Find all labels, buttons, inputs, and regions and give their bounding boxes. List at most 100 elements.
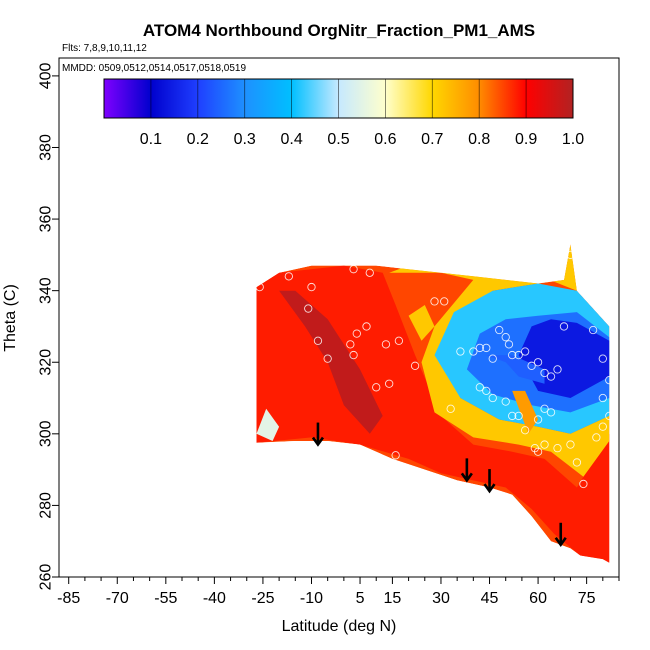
colorbar-tick-label: 1.0 <box>562 131 584 148</box>
data-point <box>488 393 497 403</box>
data-point <box>508 350 517 360</box>
x-tick-label: 5 <box>356 590 365 607</box>
data-point <box>533 358 543 367</box>
y-axis-label: Theta (C) <box>2 284 19 352</box>
x-tick-label: 45 <box>481 590 499 607</box>
data-point <box>605 375 614 385</box>
arrows <box>311 422 567 548</box>
x-tick-label: -40 <box>203 590 226 607</box>
chart-title: ATOM4 Northbound OrgNitr_Fraction_PM1_AM… <box>143 21 535 40</box>
data-point <box>508 411 517 421</box>
x-axis-label: Latitude (deg N) <box>282 618 397 635</box>
x-tick-label: 60 <box>529 590 547 607</box>
data-point <box>385 379 394 388</box>
y-tick-label: 300 <box>38 420 55 447</box>
down-arrow <box>311 422 325 447</box>
x-tick-label: -55 <box>154 590 177 607</box>
field-layer <box>256 244 610 563</box>
data-point <box>313 336 323 345</box>
data-point <box>482 386 491 396</box>
x-tick-label: -25 <box>251 590 274 607</box>
data-point <box>469 347 478 356</box>
colorbar: 0.1 0.2 0.3 0.4 0.5 0.6 0.7 0.8 0.9 1.0 <box>103 78 584 148</box>
data-point <box>482 343 491 353</box>
y-tick-label: 280 <box>38 492 55 519</box>
data-point <box>605 411 614 421</box>
data-point <box>553 443 562 453</box>
data-point <box>559 322 569 331</box>
data-point <box>495 325 504 335</box>
data-point <box>326 443 336 453</box>
x-tick-label: -70 <box>106 590 129 607</box>
data-point <box>372 383 381 392</box>
data-point <box>566 440 575 449</box>
data-point <box>533 415 543 424</box>
plot-frame <box>58 57 620 578</box>
data-point <box>349 265 358 274</box>
y-tick-label: 380 <box>38 134 55 161</box>
data-point <box>533 447 543 456</box>
data-point <box>520 347 530 356</box>
data-point <box>410 361 420 370</box>
down-arrow <box>554 522 567 548</box>
data-point <box>540 368 549 378</box>
data-point <box>527 361 536 370</box>
data-points <box>255 250 614 489</box>
colorbar-tick-label: 0.1 <box>140 131 162 148</box>
colorbar-tick-label: 0.3 <box>234 131 256 148</box>
colorbar-tick-label: 0.5 <box>327 131 349 148</box>
data-point <box>394 336 404 345</box>
field-region <box>408 305 435 341</box>
data-point <box>572 458 582 467</box>
field-region <box>389 244 610 477</box>
data-point <box>307 282 316 292</box>
x-axis: -85 -70 -55 -40 -25 -10 5 15 30 45 60 75 <box>57 577 620 607</box>
data-point <box>475 383 484 392</box>
dates-note: MMDD: 0509,0512,0514,0517,0518,0519 <box>62 63 246 74</box>
data-point <box>456 347 465 356</box>
data-point <box>598 354 607 363</box>
data-point <box>514 350 523 360</box>
data-point <box>304 304 313 313</box>
data-point <box>592 433 601 442</box>
colorbar-tick-label: 0.4 <box>280 131 302 148</box>
x-tick-label: 30 <box>432 590 450 607</box>
data-point <box>430 297 439 306</box>
y-tick-label: 400 <box>38 62 55 89</box>
colorbar-tick-label: 0.8 <box>468 131 490 148</box>
x-tick-label: -85 <box>57 590 80 607</box>
data-point <box>255 282 264 292</box>
data-point <box>504 340 514 349</box>
data-point <box>566 250 575 260</box>
y-axis: 260 280 300 320 340 360 380 400 <box>38 62 59 590</box>
field-region <box>256 265 610 563</box>
colorbar-tick-label: 0.2 <box>187 131 209 148</box>
data-point <box>540 440 549 449</box>
data-point <box>381 340 391 349</box>
data-point <box>352 329 361 338</box>
flights-note: Flts: 7,8,9,10,11,12 <box>62 43 147 54</box>
data-point <box>391 451 400 460</box>
data-point <box>488 354 497 363</box>
x-tick-label: -10 <box>300 590 323 607</box>
data-point <box>546 372 556 381</box>
colorbar-tick-label: 0.9 <box>515 131 537 148</box>
data-point <box>588 325 598 335</box>
data-point <box>346 340 355 349</box>
colorbar-tick-label: 0.6 <box>374 131 396 148</box>
x-tick-label: 75 <box>578 590 596 607</box>
data-point <box>553 365 562 374</box>
y-tick-label: 320 <box>38 349 55 376</box>
y-tick-label: 340 <box>38 277 55 304</box>
field-region <box>486 355 545 384</box>
data-point <box>446 404 455 413</box>
data-point <box>475 343 484 353</box>
field-region <box>279 290 383 434</box>
down-arrow <box>483 469 496 494</box>
data-point <box>546 408 556 417</box>
colorbar-tick-label: 0.7 <box>421 131 443 148</box>
x-tick-label: 15 <box>384 590 402 607</box>
data-point <box>514 411 523 421</box>
data-point <box>579 479 588 489</box>
